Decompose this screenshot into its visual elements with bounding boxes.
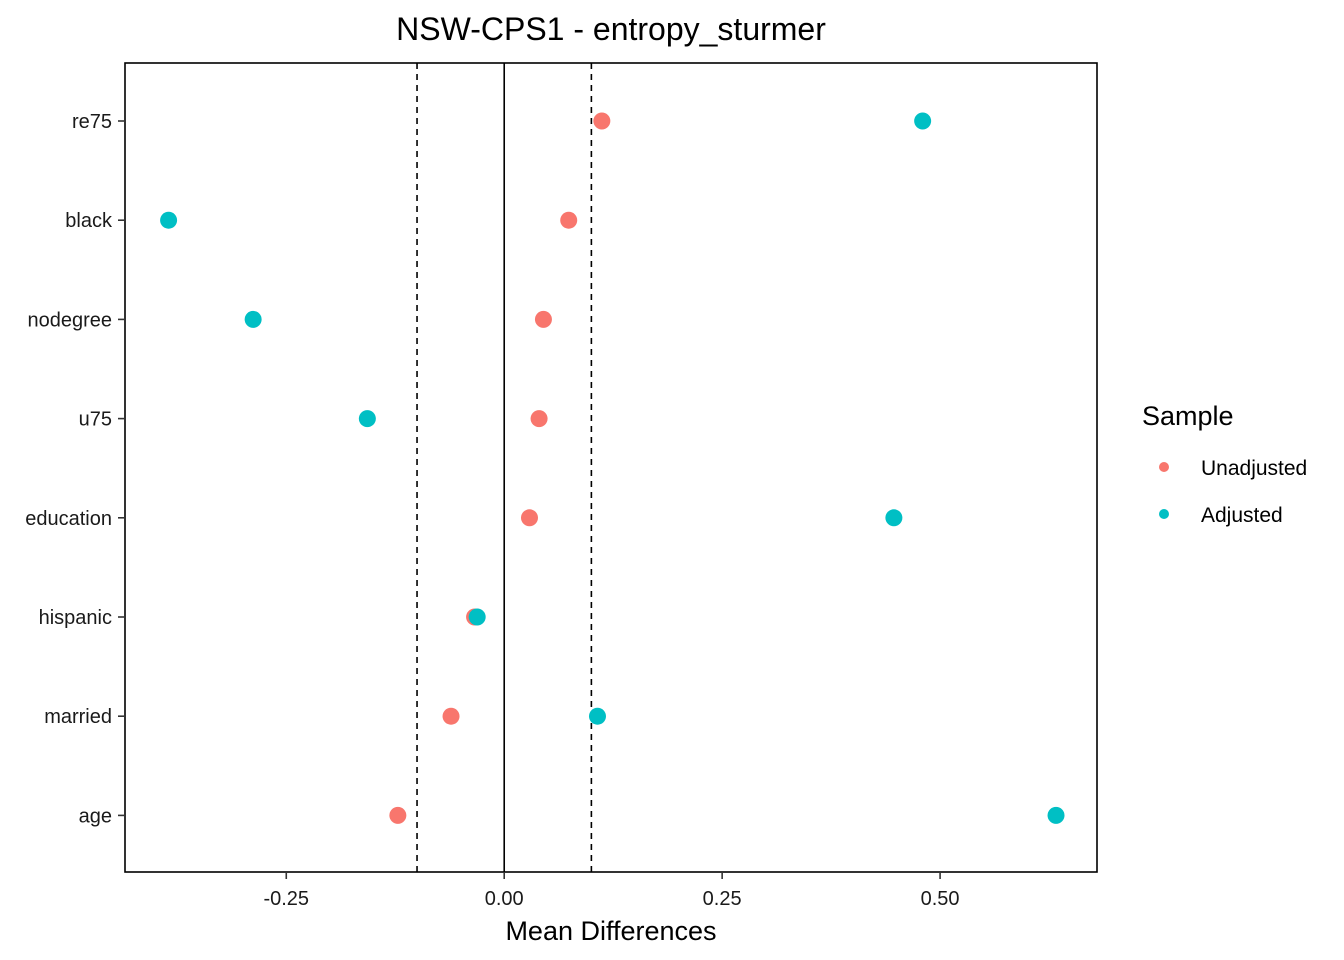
plot-panel-border <box>124 62 1098 873</box>
x-axis-title: Mean Differences <box>505 916 716 946</box>
y-tick-label: education <box>25 508 112 530</box>
y-tick-label: u75 <box>79 409 112 431</box>
point-adjusted-age <box>1047 806 1065 824</box>
x-tick-label: 0.50 <box>921 888 960 910</box>
legend-label-unadjusted: Unadjusted <box>1201 457 1307 480</box>
legend-key-unadjusted <box>1159 462 1169 472</box>
point-adjusted-married <box>588 707 606 725</box>
legend-label-adjusted: Adjusted <box>1201 504 1283 527</box>
point-adjusted-education <box>885 509 903 527</box>
legend: Sample Unadjusted Adjusted <box>1142 401 1307 527</box>
x-tick-label: 0.00 <box>485 888 524 910</box>
point-unadjusted-black <box>560 211 578 229</box>
plot-area: -0.25 0.00 0.25 0.50 re75 black nodegree u75 edu… <box>25 62 1098 910</box>
legend-title: Sample <box>1142 401 1234 431</box>
legend-key-adjusted <box>1159 509 1169 519</box>
point-adjusted-black <box>160 211 178 229</box>
y-tick-label: age <box>79 805 112 827</box>
point-adjusted-nodegree <box>244 310 262 328</box>
point-unadjusted-married <box>442 707 460 725</box>
y-tick-label: married <box>44 706 112 728</box>
x-tick-label: -0.25 <box>263 888 309 910</box>
point-adjusted-re75 <box>914 112 932 130</box>
point-unadjusted-re75 <box>593 112 611 130</box>
point-unadjusted-education <box>520 509 538 527</box>
y-tick-label: black <box>65 210 113 232</box>
x-tick-label: 0.25 <box>703 888 742 910</box>
y-tick-label: hispanic <box>39 607 112 629</box>
point-unadjusted-age <box>389 806 407 824</box>
point-unadjusted-u75 <box>530 410 548 428</box>
point-adjusted-u75 <box>358 410 376 428</box>
y-tick-label: nodegree <box>27 309 112 331</box>
point-adjusted-hispanic <box>468 608 486 626</box>
y-tick-label: re75 <box>72 111 112 133</box>
chart-title: NSW-CPS1 - entropy_sturmer <box>396 11 826 47</box>
point-unadjusted-nodegree <box>534 310 552 328</box>
